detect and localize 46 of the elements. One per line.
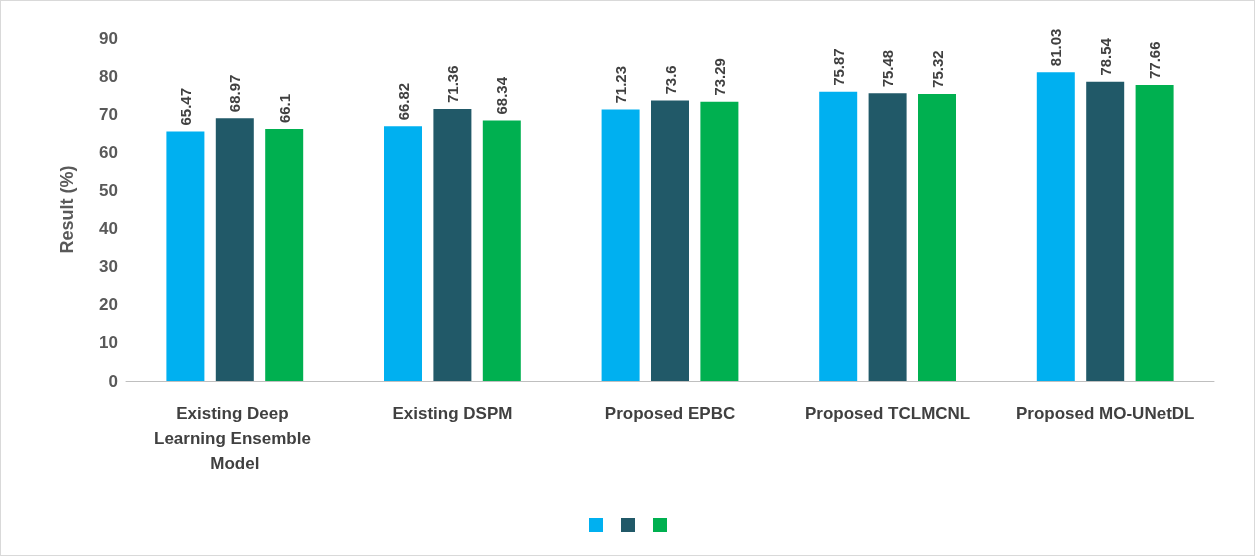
y-tick-label: 70	[99, 104, 118, 124]
data-label: 75.32	[928, 50, 946, 88]
bar	[868, 93, 907, 381]
bar	[265, 129, 304, 381]
bar	[700, 101, 739, 381]
y-tick-label: 90	[99, 28, 118, 48]
data-label: 71.23	[612, 65, 630, 104]
bar	[166, 131, 205, 381]
x-tick-label: Proposed MO-UNetDL	[1015, 404, 1195, 423]
bar	[433, 109, 472, 381]
y-tick-label: 30	[99, 257, 118, 277]
data-label: 75.48	[879, 49, 897, 88]
bar	[1036, 72, 1075, 381]
x-tick-label: Proposed TCLMCNL	[804, 404, 971, 423]
y-axis-title: Result (%)	[57, 165, 77, 254]
bar	[819, 91, 858, 381]
data-label: 66.82	[394, 82, 412, 121]
data-label: 78.54	[1096, 37, 1114, 76]
y-tick-label: 20	[99, 295, 118, 315]
bar	[1086, 81, 1125, 381]
data-label: 75.87	[829, 48, 847, 86]
x-tick-label: Existing Deep Learning Ensemble Model	[154, 404, 316, 473]
y-tick-label: 60	[99, 142, 118, 162]
data-label: 71.36	[443, 65, 461, 104]
y-tick-label: 40	[99, 219, 118, 239]
bar	[1135, 85, 1174, 381]
bar	[601, 109, 640, 381]
y-tick-label: 10	[99, 333, 118, 353]
data-label: 68.34	[493, 76, 511, 115]
bar	[482, 120, 521, 381]
data-label: 73.6	[661, 65, 679, 95]
bar	[215, 118, 254, 381]
data-label: 77.66	[1146, 41, 1164, 80]
data-label: 81.03	[1047, 28, 1065, 67]
bar	[384, 126, 422, 381]
y-tick-label: 80	[99, 66, 118, 86]
bar	[651, 100, 689, 381]
y-tick-label: 0	[108, 371, 118, 391]
data-label: 68.97	[226, 74, 244, 113]
x-tick-label: Existing DSPM	[392, 404, 513, 423]
bar	[918, 93, 956, 381]
data-label: 66.1	[275, 93, 293, 124]
x-tick-label: Proposed EPBC	[604, 404, 736, 423]
y-tick-label: 50	[99, 180, 118, 200]
data-label: 65.47	[176, 87, 194, 126]
data-label: 73.29	[710, 58, 728, 96]
